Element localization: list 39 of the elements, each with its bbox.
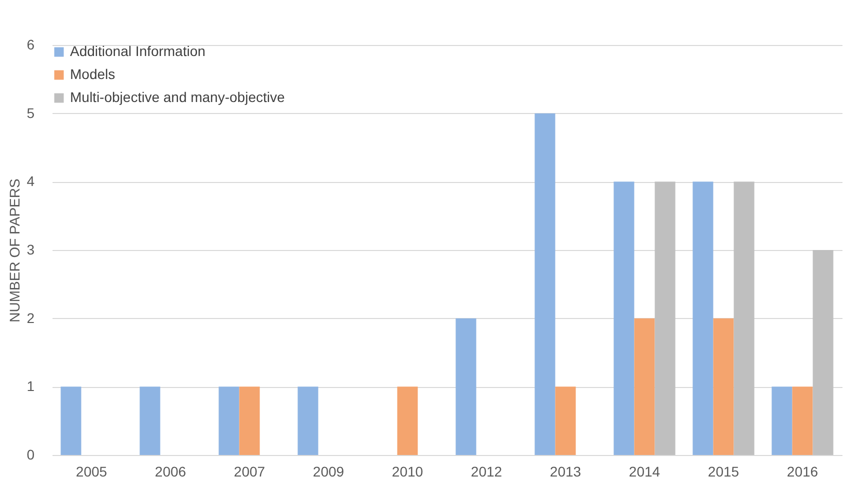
bar — [713, 318, 734, 455]
legend-label: Models — [70, 66, 116, 82]
x-tick-label: 2009 — [312, 464, 344, 480]
y-tick-label: 6 — [26, 36, 35, 52]
y-tick-label: 2 — [26, 310, 35, 326]
x-tick-label: 2010 — [392, 464, 424, 480]
bar — [239, 386, 260, 455]
x-tick-label: 2013 — [550, 464, 582, 480]
x-tick-label: 2014 — [628, 464, 660, 480]
x-tick-label: 2005 — [76, 464, 108, 480]
x-tick-label: 2015 — [708, 464, 740, 480]
bar — [734, 182, 754, 455]
y-tick-label: 4 — [26, 173, 35, 190]
y-axis-title: NUMBER OF PAPERS — [6, 178, 23, 322]
bar — [812, 250, 834, 455]
bar — [792, 386, 813, 455]
bar — [140, 386, 160, 455]
bar — [298, 386, 318, 455]
x-tick-label: 2016 — [786, 464, 818, 480]
bar — [654, 182, 676, 455]
bar — [456, 318, 476, 455]
bar — [634, 318, 655, 455]
legend-label: Additional Information — [70, 43, 206, 59]
bar — [555, 386, 576, 455]
x-tick-label: 2012 — [470, 464, 502, 480]
bar — [614, 182, 634, 455]
bar — [218, 386, 240, 455]
x-tick-label: 2007 — [234, 464, 266, 480]
y-tick-label: 0 — [26, 446, 35, 462]
bar — [772, 386, 792, 455]
legend-label: Multi-objective and many-objective — [70, 89, 285, 105]
bar — [60, 386, 82, 455]
bar — [534, 113, 556, 455]
x-tick-label: 2006 — [154, 464, 186, 480]
bar — [397, 386, 418, 455]
y-tick-label: 1 — [26, 378, 35, 394]
bar — [692, 182, 714, 455]
y-tick-label: 5 — [26, 104, 35, 121]
y-tick-label: 3 — [26, 242, 35, 258]
